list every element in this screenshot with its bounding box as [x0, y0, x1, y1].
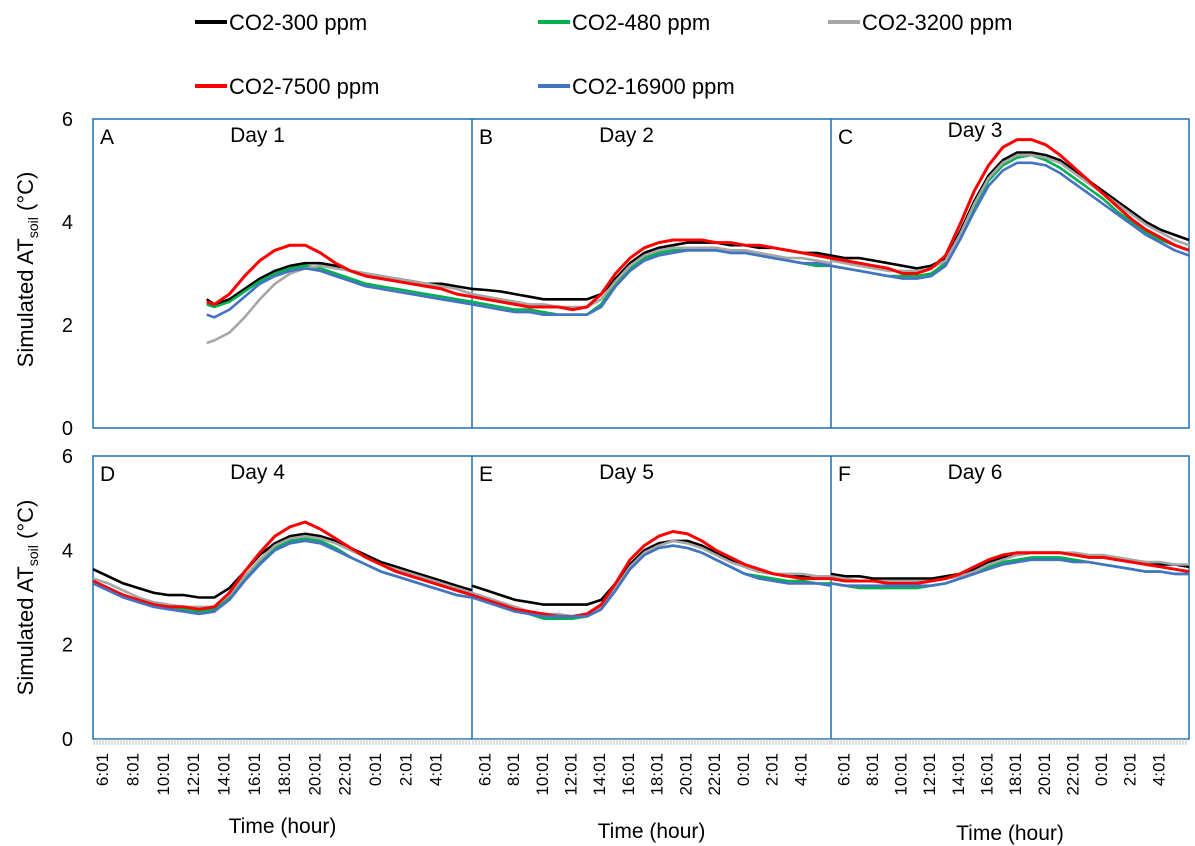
- panel-b: B Day 2: [472, 124, 831, 315]
- x-tick-label: 20:01: [305, 753, 324, 796]
- x-tick-label: 22:01: [1063, 753, 1082, 796]
- panel-title: Day 2: [599, 124, 654, 147]
- y-tick-label: 0: [62, 729, 73, 751]
- x-tick-label: 20:01: [1035, 753, 1054, 796]
- series-line: [831, 553, 1189, 581]
- x-tick-label: 12:01: [920, 753, 939, 796]
- x-tick-label: 14:01: [590, 753, 609, 796]
- x-tick-label: 2:01: [763, 753, 782, 786]
- x-tick-label: 14:01: [214, 753, 233, 796]
- legend-item: CO2-7500 ppm: [195, 74, 379, 99]
- x-tick-label: 20:01: [676, 753, 695, 796]
- y-tick-label: 4: [62, 212, 73, 234]
- y-tick-label: 2: [62, 635, 73, 657]
- plot-frame: [93, 119, 1189, 428]
- x-tick-marks: [832, 739, 1186, 745]
- legend-item: CO2-3200 ppm: [828, 10, 1012, 35]
- panel-letter: B: [479, 126, 493, 149]
- panel-title: Day 1: [230, 124, 285, 147]
- x-tick-marks: [94, 739, 469, 745]
- x-tick-label: 12:01: [562, 753, 581, 796]
- x-tick-label: 18:01: [1006, 753, 1025, 796]
- x-axis-title: Time (hour): [956, 822, 1064, 845]
- x-tick-label: 16:01: [619, 753, 638, 796]
- panel-title: Day 5: [599, 461, 654, 484]
- legend: CO2-300 ppm CO2-480 ppm CO2-3200 ppm CO2-75…: [195, 10, 1012, 99]
- y-tick-label: 6: [62, 109, 73, 131]
- x-tick-label: 18:01: [275, 753, 294, 796]
- x-tick-marks: [473, 739, 830, 745]
- plot-frame: [93, 456, 1189, 739]
- x-tick-label: 12:01: [184, 753, 203, 796]
- x-tick-label: 8:01: [504, 753, 523, 786]
- x-tick-label: 16:01: [978, 753, 997, 796]
- legend-label: CO2-480 ppm: [572, 10, 710, 35]
- x-tick-label: 16:01: [245, 753, 264, 796]
- x-tick-label: 14:01: [949, 753, 968, 796]
- series-line: [831, 153, 1189, 269]
- x-tick-label: 6:01: [93, 753, 112, 786]
- x-tick-label: 6:01: [475, 753, 494, 786]
- panel-letter: C: [838, 126, 853, 149]
- panel-f: F Day 6: [831, 461, 1189, 588]
- y-tick-label: 4: [62, 540, 73, 562]
- x-axis: 6:01 8:01 10:01 12:01 14:01 16:01 18:01 20:01 22…: [93, 739, 1186, 845]
- legend-item: CO2-480 ppm: [538, 10, 710, 35]
- x-tick-label: 0:01: [734, 753, 753, 786]
- x-tick-label: 4:01: [427, 753, 446, 786]
- x-tick-label: 22:01: [336, 753, 355, 796]
- x-tick-label: 10:01: [154, 753, 173, 796]
- legend-label: CO2-300 ppm: [229, 10, 367, 35]
- x-axis-title: Time (hour): [598, 820, 706, 843]
- x-tick-label: 0:01: [1092, 753, 1111, 786]
- x-tick-label: 22:01: [705, 753, 724, 796]
- legend-item: CO2-16900 ppm: [538, 74, 735, 99]
- y-tick-label: 2: [62, 315, 73, 337]
- panel-letter: F: [838, 463, 851, 486]
- x-tick-label: 6:01: [834, 753, 853, 786]
- series-line: [93, 522, 472, 609]
- x-tick-label: 2:01: [1121, 753, 1140, 786]
- panel-c: C Day 3: [831, 119, 1189, 279]
- x-tick-label: 4:01: [1149, 753, 1168, 786]
- series-line: [472, 546, 831, 617]
- panel-e: E Day 5: [472, 461, 831, 619]
- panel-title: Day 6: [948, 461, 1003, 484]
- panels: A Day 1 B Day 2 C Day 3 D Day 4 E Day 5 F Day 6: [93, 119, 1189, 619]
- legend-label: CO2-16900 ppm: [572, 74, 735, 99]
- legend-item: CO2-300 ppm: [195, 10, 367, 35]
- panel-letter: D: [100, 463, 115, 486]
- legend-label: CO2-3200 ppm: [862, 10, 1012, 35]
- y-axis-title: Simulated ATsoil (°C): [13, 500, 41, 696]
- y-axis-title: Simulated ATsoil (°C): [13, 172, 41, 368]
- panel-title: Day 3: [948, 119, 1003, 142]
- panel-letter: A: [100, 126, 114, 149]
- panel-title: Day 4: [230, 461, 285, 484]
- x-tick-label: 2:01: [396, 753, 415, 786]
- x-tick-label: 8:01: [123, 753, 142, 786]
- x-tick-label: 8:01: [863, 753, 882, 786]
- x-tick-label: 10:01: [533, 753, 552, 796]
- series-line: [472, 532, 831, 617]
- x-tick-label: 10:01: [892, 753, 911, 796]
- x-tick-label: 0:01: [366, 753, 385, 786]
- y-tick-label: 0: [62, 418, 73, 440]
- legend-label: CO2-7500 ppm: [229, 74, 379, 99]
- axes: 0 2 4 6 Simulated ATsoil (°C) 0 2 4 6 Simulated A…: [13, 109, 1189, 751]
- x-tick-label: 18:01: [648, 753, 667, 796]
- y-tick-label: 6: [62, 446, 73, 468]
- x-axis-title: Time (hour): [229, 815, 337, 838]
- panel-d: D Day 4: [93, 461, 472, 614]
- panel-a: A Day 1: [100, 124, 472, 343]
- series-line: [472, 243, 831, 300]
- panel-letter: E: [479, 463, 493, 486]
- x-tick-label: 4:01: [791, 753, 810, 786]
